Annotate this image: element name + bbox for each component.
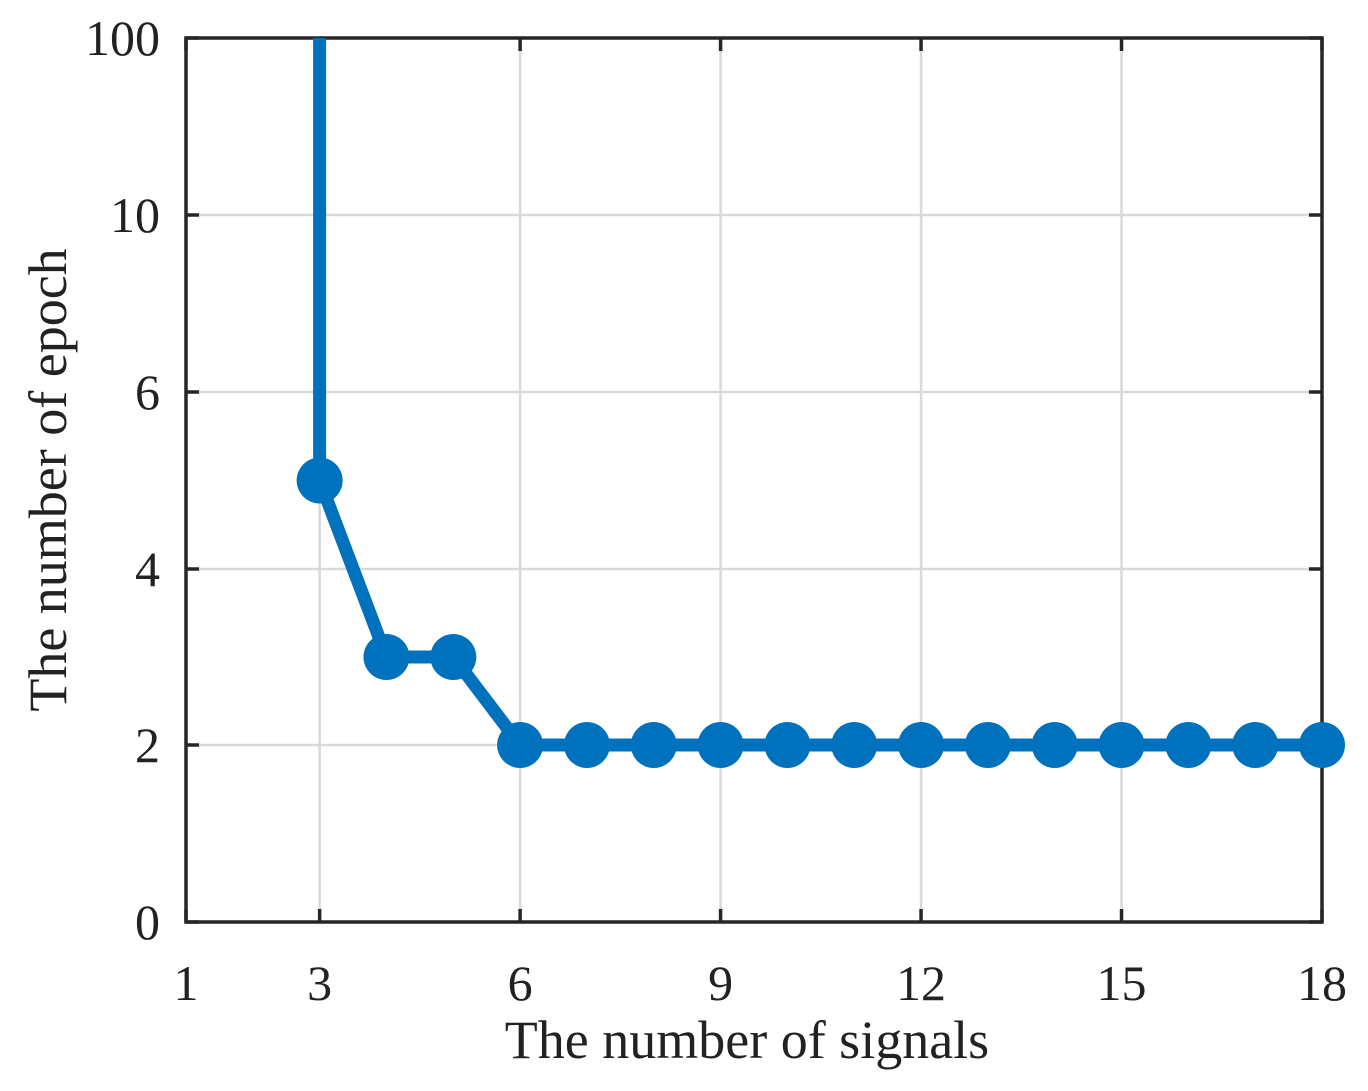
y-tick-label-10: 10 [110, 187, 160, 243]
data-point-x6 [497, 722, 544, 768]
data-point-x7 [563, 722, 610, 768]
x-tick-label-1: 1 [174, 955, 199, 1011]
data-point-x12 [898, 722, 945, 768]
data-point-x9 [697, 722, 744, 768]
x-tick-label-18: 18 [1297, 955, 1347, 1011]
data-point-x4 [363, 634, 410, 680]
data-point-x13 [964, 722, 1011, 768]
label-layer: 1 3 6 9 12 15 18 0 2 4 6 10 100 [85, 10, 1347, 1011]
data-point-x11 [831, 722, 878, 768]
y-axis-label: The number of epoch [18, 248, 78, 711]
axis-layer [184, 36, 1324, 924]
x-tick-label-12: 12 [896, 955, 946, 1011]
data-point-x8 [630, 722, 677, 768]
data-point-x14 [1031, 722, 1078, 768]
y-tick-label-100: 100 [85, 10, 160, 66]
y-tick-label-6: 6 [135, 364, 160, 420]
x-axis-label: The number of signals [505, 1010, 989, 1070]
data-point-x15 [1098, 722, 1145, 768]
y-tick-label-2: 2 [135, 717, 160, 773]
x-tick-label-9: 9 [708, 955, 733, 1011]
x-tick-label-6: 6 [508, 955, 533, 1011]
data-point-x10 [764, 722, 811, 768]
data-point-x18 [1299, 722, 1345, 768]
plot-frame [184, 36, 1324, 924]
data-point-x3 [296, 457, 343, 504]
data-point-x16 [1165, 722, 1212, 768]
series-layer [296, 38, 1345, 768]
y-tick-label-0: 0 [135, 894, 160, 950]
data-point-x5 [430, 634, 477, 680]
y-tick-label-4: 4 [135, 541, 160, 597]
data-point-x17 [1232, 722, 1279, 768]
x-tick-label-3: 3 [307, 955, 332, 1011]
x-tick-label-15: 15 [1097, 955, 1147, 1011]
grid-layer [186, 38, 1322, 922]
